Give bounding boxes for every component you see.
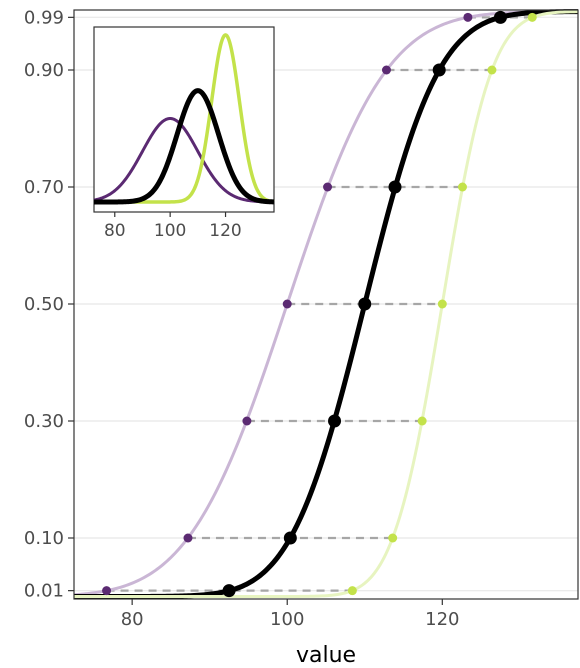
density-curve: [94, 88, 275, 205]
density-curve: [93, 116, 275, 204]
quantile-point: [222, 584, 236, 598]
quantile-point: [457, 182, 467, 192]
inset-x-tick-label: 100: [154, 221, 186, 241]
quantile-point: [493, 10, 507, 24]
quantile-points: [102, 10, 537, 598]
quantile-point: [102, 586, 112, 596]
y-tick-label: 0.50: [24, 294, 64, 315]
quantile-point: [358, 297, 372, 311]
quantile-point: [242, 416, 252, 426]
density-inset: 80 100 120: [93, 26, 275, 241]
y-tick-label: 0.90: [24, 60, 64, 81]
x-tick-label: 80: [121, 609, 144, 630]
cdf-curves: [73, 9, 579, 599]
quantile-point: [432, 63, 446, 77]
quantile-point: [283, 531, 297, 545]
quantile-point: [487, 65, 497, 75]
quantile-point: [437, 299, 447, 309]
y-tick-label: 0.10: [24, 528, 64, 549]
x-axis-title: value: [296, 643, 356, 668]
quantile-point: [323, 182, 333, 192]
x-tick-label: 120: [425, 609, 459, 630]
inset-x-tick-label: 120: [209, 221, 241, 241]
quantile-point: [328, 414, 342, 428]
cdf-curve: [73, 10, 579, 597]
x-tick-label: 100: [270, 609, 304, 630]
quantile-point: [183, 533, 193, 543]
y-tick-label: 0.30: [24, 411, 64, 432]
quantile-point: [527, 12, 537, 22]
quantile-point: [381, 65, 391, 75]
quantile-point: [417, 416, 427, 426]
quantile-point: [388, 533, 398, 543]
quantile-point: [347, 586, 357, 596]
quantile-point: [463, 12, 473, 22]
y-tick-label: 0.99: [24, 7, 64, 28]
y-axis: 0.01 0.10 0.30 0.50 0.70 0.90 0.99: [24, 7, 74, 602]
y-tick-label: 0.70: [24, 177, 64, 198]
quantile-point: [388, 180, 402, 194]
quantile-point: [282, 299, 292, 309]
inset-x-tick-label: 80: [104, 221, 126, 241]
cdf-curve: [74, 10, 579, 598]
x-axis: 80 100 120: [121, 599, 459, 630]
y-tick-label: 0.01: [24, 581, 64, 602]
